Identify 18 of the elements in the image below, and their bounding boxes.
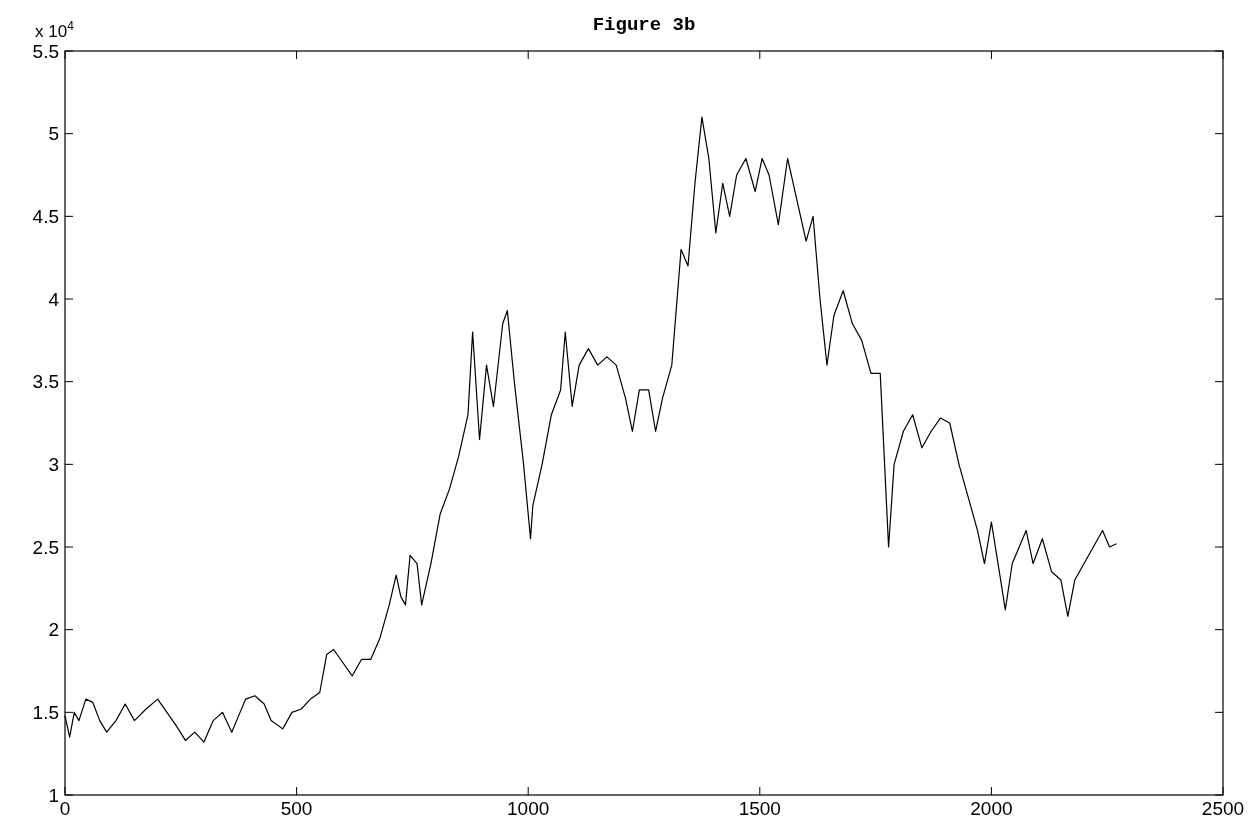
x-tick-label: 2500 [1201,798,1245,819]
y-tick-label: 2 [48,619,59,641]
y-tick-label: 5.5 [32,40,59,62]
y-tick-label: 3 [48,453,59,475]
text: x 10$^{4}$ [35,19,75,41]
x-tick-label: 1500 [738,798,781,819]
y-tick-label: 1 [48,784,59,806]
y-tick-label: 1.5 [32,701,59,723]
chart-title: Figure 3b [592,14,696,36]
x-tick-label: 1000 [507,798,550,819]
x-tick-label: 2000 [970,798,1013,819]
y-tick-label: 5 [48,123,59,145]
y-tick-label: 2.5 [32,536,59,558]
x-tick-label: 0 [59,798,71,819]
y-tick-label: 4.5 [32,205,59,227]
y-tick-label: 4 [48,288,60,310]
y-tick-label: 3.5 [32,371,59,393]
x-tick-label: 500 [280,798,313,819]
